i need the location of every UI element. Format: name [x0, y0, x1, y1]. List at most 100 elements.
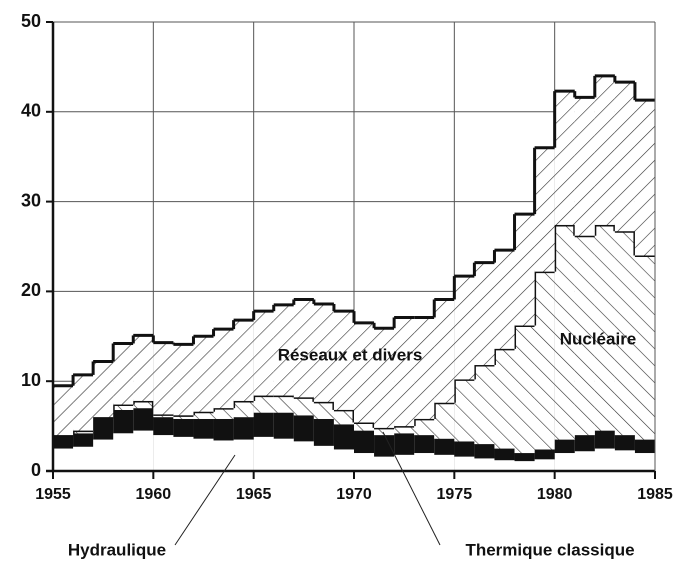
step-segment: [93, 361, 114, 418]
step-segment: [354, 422, 375, 431]
series-label: Nucléaire: [560, 329, 637, 348]
step-segment: [73, 433, 94, 447]
step-segment: [434, 438, 455, 455]
step-segment: [153, 417, 174, 436]
step-segment: [554, 453, 575, 471]
step-segment: [594, 224, 615, 431]
step-segment: [173, 436, 194, 471]
step-segment: [634, 439, 655, 454]
step-segment: [454, 276, 475, 380]
step-segment: [293, 441, 314, 471]
y-tick-label: 30: [21, 190, 41, 210]
step-segment: [534, 147, 555, 272]
step-segment: [514, 461, 535, 471]
step-segment: [273, 395, 294, 413]
step-segment: [454, 456, 475, 471]
step-segment: [574, 435, 595, 452]
step-segment: [474, 458, 495, 471]
step-segment: [293, 299, 314, 398]
step-segment: [394, 426, 415, 434]
step-segment: [614, 435, 635, 451]
step-segment: [73, 374, 94, 431]
step-segment: [193, 418, 214, 439]
step-segment: [354, 322, 375, 423]
step-segment: [634, 453, 655, 471]
x-tick-label: 1975: [437, 486, 473, 503]
step-segment: [534, 271, 555, 450]
leader-line: [174, 454, 236, 546]
step-segment: [594, 448, 615, 471]
step-segment: [434, 402, 455, 439]
step-segment: [253, 311, 274, 396]
step-segment: [253, 436, 274, 471]
step-segment: [213, 329, 234, 409]
step-segment: [614, 450, 635, 471]
step-segment: [614, 82, 635, 232]
step-segment: [414, 317, 435, 419]
step-segment: [554, 224, 575, 440]
x-tick-label: 1965: [236, 486, 272, 503]
step-segment: [394, 317, 415, 427]
series-label: Hydraulique: [68, 540, 166, 559]
y-tick-label: 0: [31, 460, 41, 480]
step-segment: [333, 311, 354, 410]
step-segment: [614, 231, 635, 436]
step-segment: [333, 409, 354, 425]
step-segment: [233, 417, 254, 440]
step-segment: [374, 427, 395, 436]
step-segment: [534, 459, 555, 471]
step-segment: [113, 343, 134, 405]
step-segment: [454, 379, 475, 442]
y-tick-label: 10: [21, 370, 41, 390]
step-segment: [514, 214, 535, 326]
step-segment: [273, 412, 294, 439]
x-tick-label: 1985: [637, 486, 673, 503]
step-segment: [133, 408, 154, 431]
step-segment: [273, 438, 294, 471]
step-segment: [554, 91, 575, 225]
step-segment: [414, 418, 435, 436]
step-segment: [534, 449, 555, 460]
step-segment: [494, 448, 515, 461]
step-segment: [233, 320, 254, 401]
step-segment: [374, 435, 395, 457]
step-segment: [173, 415, 194, 419]
step-segment: [173, 418, 194, 437]
step-segment: [354, 453, 375, 471]
step-segment: [474, 365, 495, 445]
x-tick-label: 1960: [136, 486, 172, 503]
step-segment: [454, 441, 475, 457]
step-segment: [313, 418, 334, 446]
step-segment: [113, 409, 134, 434]
step-segment: [193, 411, 214, 419]
x-tick-label: 1955: [35, 486, 71, 503]
step-segment: [313, 445, 334, 471]
step-segment: [574, 451, 595, 471]
step-segment: [494, 460, 515, 471]
step-segment: [113, 404, 134, 410]
step-segment: [354, 430, 375, 454]
step-segment: [113, 433, 134, 471]
step-segment: [193, 438, 214, 471]
step-segment: [394, 454, 415, 471]
step-segment: [73, 446, 94, 471]
step-segment: [594, 430, 615, 449]
step-segment: [53, 385, 74, 436]
x-tick-label: 1980: [537, 486, 573, 503]
step-segment: [293, 415, 314, 442]
step-segment: [253, 412, 274, 437]
step-segment: [293, 397, 314, 416]
step-segment: [233, 439, 254, 471]
step-segment: [414, 435, 435, 454]
step-segment: [313, 303, 334, 402]
leader-line: [382, 431, 441, 546]
step-segment: [394, 433, 415, 455]
step-segment: [213, 418, 234, 441]
y-tick-label: 20: [21, 280, 41, 300]
step-segment: [93, 439, 114, 471]
step-segment: [514, 453, 535, 462]
series-label: Thermique classique: [465, 540, 634, 559]
step-segment: [213, 408, 234, 419]
step-segment: [414, 453, 435, 471]
